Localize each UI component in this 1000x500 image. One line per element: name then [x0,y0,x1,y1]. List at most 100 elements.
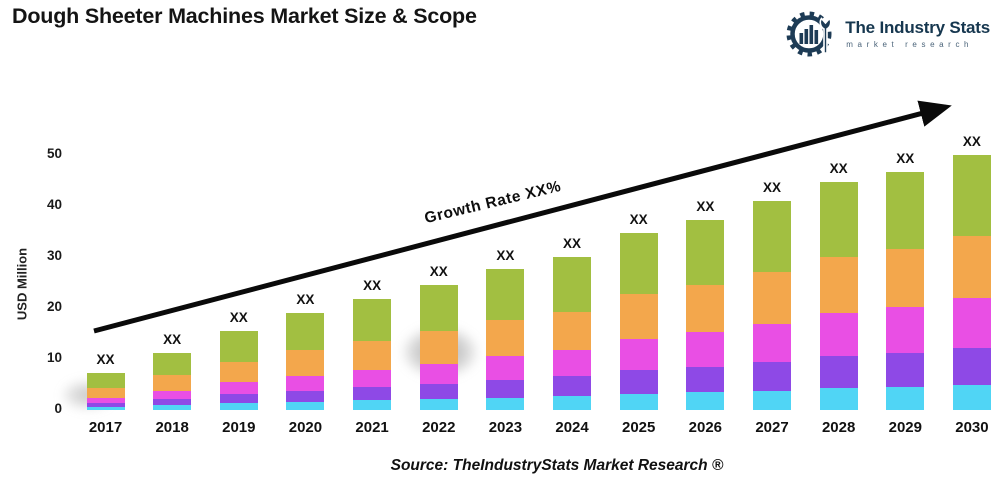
bar-segment-segment-3 [486,356,525,380]
bar-segment-segment-5-top [952,155,991,236]
bar-segment-segment-4 [553,311,592,351]
x-axis-label: 2017 [88,419,123,436]
bar-segment-segment-3 [619,339,658,371]
bar-value-label: XX [163,331,182,347]
x-axis-label: 2029 [888,419,922,436]
bar-segment-segment-3 [86,397,125,403]
bar-segment-segment-4 [153,375,192,391]
x-axis-label: 2019 [222,419,256,436]
bar-segment-segment-5-top [553,257,592,312]
bar-segment-segment-3 [286,375,325,391]
bar-segment-segment-3 [952,297,991,348]
bar-segment-segment-2 [86,402,125,407]
bar-segment-segment-3 [819,313,858,356]
bar-segment-segment-3 [353,369,392,388]
bar-segment-segment-5-top [419,285,458,331]
bar-segment-segment-2 [286,390,325,402]
bar-segment-segment-5-top [219,330,258,362]
bar-segment-segment-2 [219,394,258,404]
bar-value-label: XX [762,179,781,195]
bar-segment-segment-5-top [353,298,392,341]
bar-segment-segment-5-top [86,372,125,388]
bar-segment-segment-1-bottom [153,405,192,410]
bar-segment-segment-5-top [686,219,725,286]
bar-segment-segment-2 [419,383,458,400]
bar-value-label: XX [629,212,648,228]
bar-segment-segment-1-bottom [419,399,458,410]
bar-segment-segment-5-top [286,313,325,351]
bar-segment-segment-1-bottom [619,393,658,410]
bar-segment-segment-2 [353,387,392,401]
bar-segment-segment-1-bottom [819,388,858,410]
bar-segment-segment-3 [753,323,791,363]
x-axis-label: 2027 [755,419,789,436]
bar-segment-segment-2 [886,352,925,388]
bar-value-label: XX [696,198,715,214]
bar-segment-segment-1-bottom [553,396,592,410]
bar-segment-segment-4 [353,340,392,370]
bar-value-label: XX [496,248,515,264]
bar-segment-segment-5-top [153,352,192,376]
bar-segment-segment-2 [553,376,592,397]
bar-value-label: XX [829,161,848,177]
y-tick-label: 40 [46,197,62,212]
bar-segment-segment-3 [886,306,925,353]
bar-segment-segment-2 [753,362,791,391]
x-axis-label: 2028 [821,419,856,436]
bar-value-label: XX [296,292,315,308]
y-tick-label: 10 [46,350,62,365]
gear-wrench-chart-icon [786,11,832,57]
bar-segment-segment-1-bottom [886,387,925,410]
brand-name: The Industry Stats [845,17,990,37]
bar-segment-segment-5-top [753,200,791,272]
bar-segment-segment-5-top [819,182,858,257]
y-tick-label: 20 [46,299,62,314]
bar-value-label: XX [429,264,448,280]
x-axis-label: 2022 [422,419,456,436]
bar-segment-segment-4 [819,257,858,314]
bar-segment-segment-2 [153,398,192,406]
brand-logo: The Industry Stats market research [784,7,990,59]
bar-value-label: XX [896,150,915,166]
bar-segment-segment-2 [686,366,725,393]
bar-segment-segment-1-bottom [353,400,392,410]
x-axis-label: 2018 [155,419,189,436]
bar-segment-segment-1-bottom [686,392,725,410]
brand-subtitle: market research [846,39,974,49]
x-axis-label: 2026 [688,419,723,436]
bar-segment-segment-3 [419,363,458,384]
x-axis-label: 2020 [288,419,323,436]
bar-segment-segment-4 [619,294,658,340]
bar-segment-segment-1-bottom [952,385,991,410]
y-tick-label: 30 [46,248,62,263]
bar-segment-segment-4 [86,387,125,398]
bar-segment-segment-5-top [486,269,525,321]
bar-segment-segment-2 [486,379,525,398]
bar-segment-segment-4 [486,320,525,357]
bar-segment-segment-2 [619,370,658,394]
page-title: Dough Sheeter Machines Market Size & Sco… [12,4,477,28]
bar-segment-segment-3 [153,390,192,399]
growth-rate-label: Growth Rate XX% [422,177,563,228]
bar-segment-segment-3 [553,350,592,377]
bar-segment-segment-1-bottom [753,390,791,410]
bar-segment-segment-4 [952,235,991,298]
bar-value-label: XX [563,236,582,251]
source-attribution: Source: TheIndustryStats Market Research… [390,457,724,474]
y-tick-label: 0 [54,401,62,416]
bar-segment-segment-3 [219,382,258,395]
bar-segment-segment-4 [219,361,258,383]
bar-segment-segment-1-bottom [286,401,325,410]
bar-segment-segment-3 [686,332,725,367]
bar-segment-segment-1-bottom [486,397,525,410]
bar-value-label: XX [363,277,382,293]
brand-text: The Industry Stats market research [845,18,990,49]
bar-segment-segment-4 [753,271,791,324]
bar-segment-segment-5-top [886,171,925,249]
bar-segment-segment-4 [686,285,725,333]
bar-value-label: XX [229,309,248,325]
bar-segment-segment-1-bottom [86,406,125,410]
bar-segment-segment-5-top [619,233,658,295]
x-axis-label: 2024 [555,419,589,436]
